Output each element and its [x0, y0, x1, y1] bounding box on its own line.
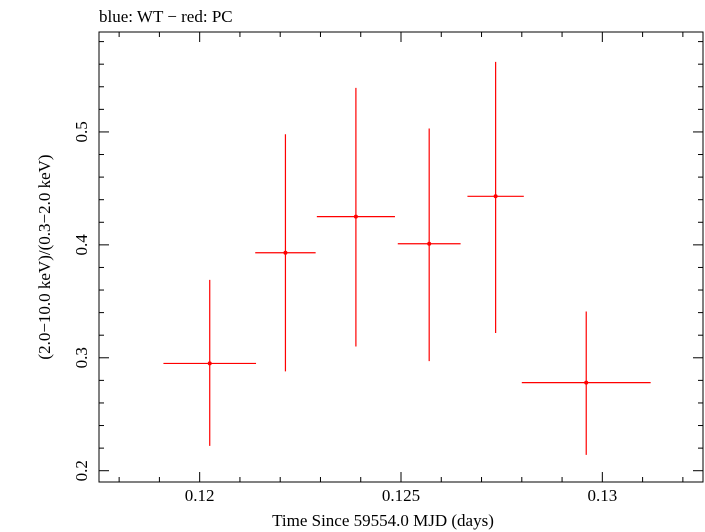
data-marker [493, 194, 498, 199]
y-tick-label: 0.3 [72, 347, 91, 368]
y-tick-label: 0.5 [72, 121, 91, 142]
data-point [467, 61, 524, 333]
x-axis: 0.12 0.125 0.13 [118, 32, 684, 505]
data-marker [427, 241, 432, 246]
x-tick-label: 0.125 [382, 486, 420, 505]
data-point [163, 279, 257, 446]
x-axis-label: Time Since 59554.0 MJD (days) [272, 511, 494, 530]
data-series [163, 61, 651, 455]
data-point [521, 311, 651, 455]
y-axis: 0.2 0.3 0.4 0.5 [72, 41, 703, 481]
data-point [255, 134, 316, 372]
data-marker [207, 361, 212, 366]
data-marker [353, 214, 358, 219]
x-tick-label: 0.13 [587, 486, 617, 505]
data-marker [283, 250, 288, 255]
data-point [316, 87, 395, 347]
plot-border [98, 31, 704, 483]
chart-title: blue: WT − red: PC [99, 7, 233, 26]
x-tick-label: 0.12 [185, 486, 215, 505]
y-tick-label: 0.2 [72, 460, 91, 481]
plot-frame [98, 31, 704, 483]
y-tick-label: 0.4 [72, 234, 91, 256]
data-point [397, 128, 461, 362]
data-marker [584, 380, 589, 385]
y-axis-label: (2.0−10.0 keV)/(0.3−2.0 keV) [35, 154, 54, 359]
